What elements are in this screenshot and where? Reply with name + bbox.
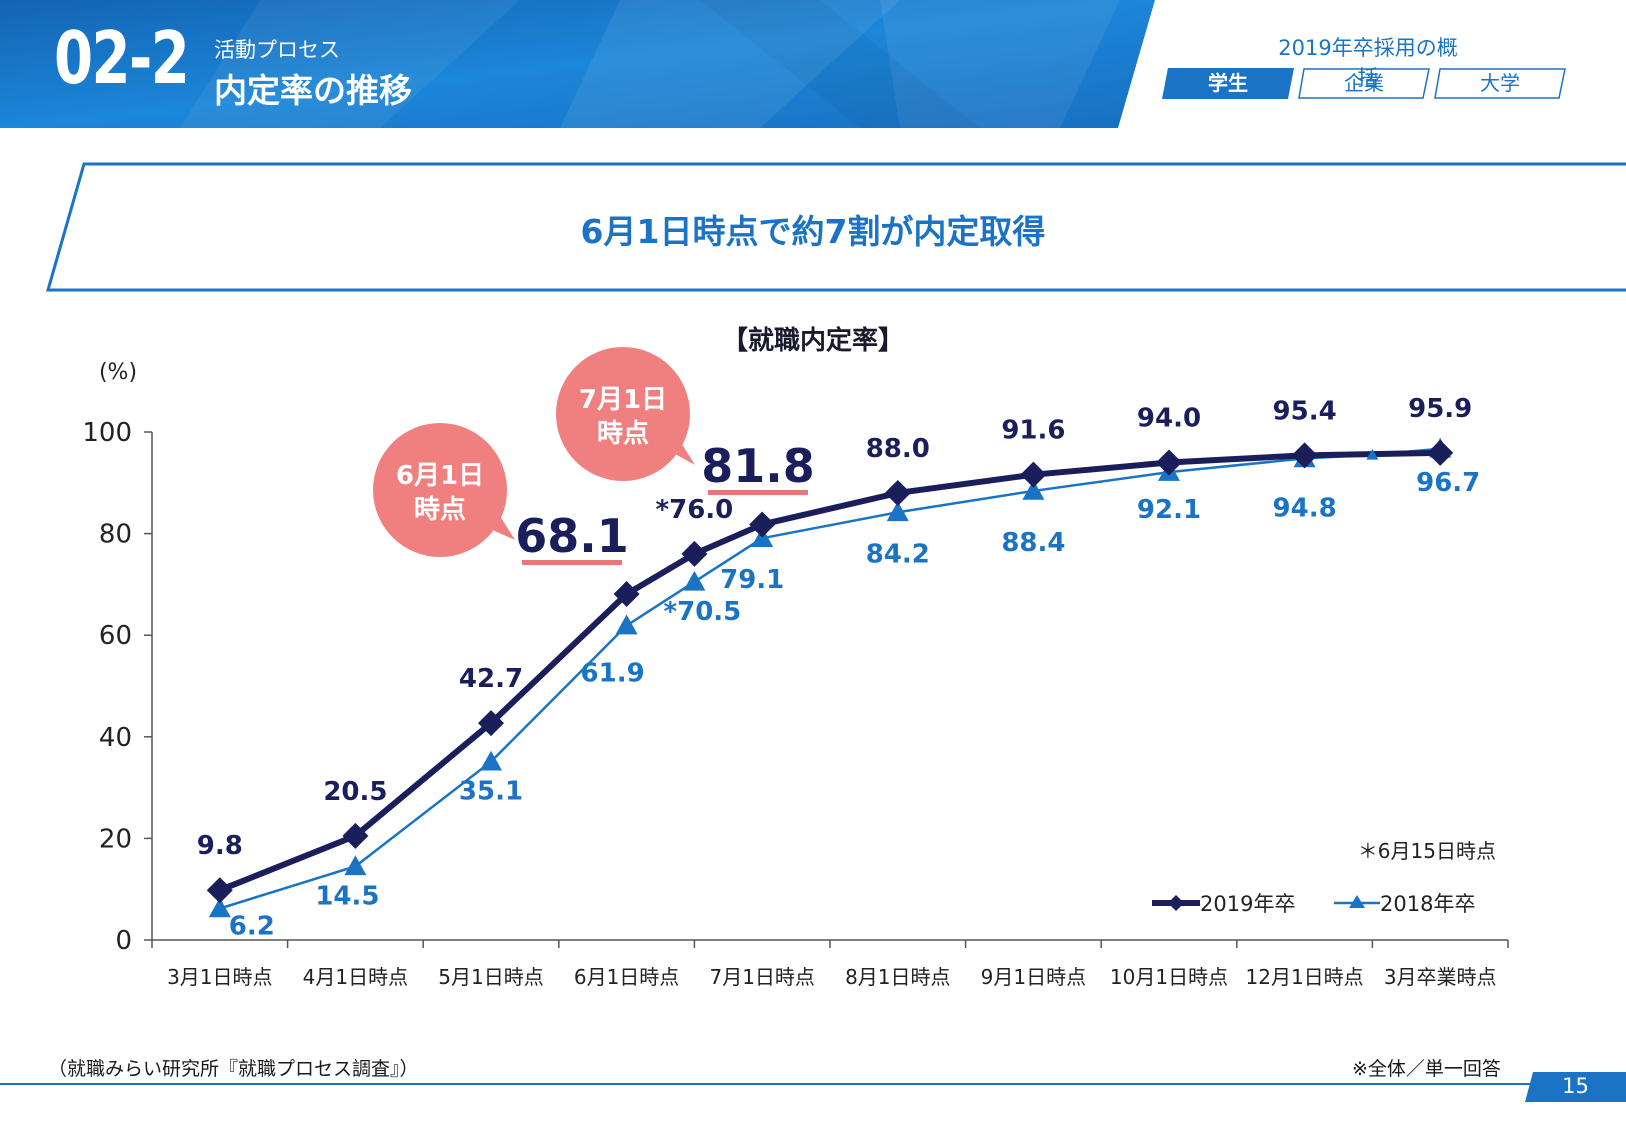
tab-students[interactable]: 学生: [1162, 68, 1294, 99]
overview-label: 2019年卒採用の概括: [1278, 36, 1458, 90]
headline-banner: [46, 162, 1626, 292]
marker-2019: [1156, 449, 1182, 476]
tab-companies-label: 企業: [1344, 71, 1384, 95]
data-label-2018: 14.5: [315, 881, 379, 911]
marker-2019: [1020, 461, 1047, 488]
headline-text: 6月1日時点で約7割が内定取得: [580, 212, 1046, 251]
marker-2018: [683, 570, 706, 591]
data-label-2018: 92.1: [1137, 495, 1201, 525]
data-label-2019: 9.8: [197, 831, 243, 861]
footer-divider: [0, 1083, 1530, 1085]
x-tick-label: 3月卒業時点: [1384, 965, 1497, 989]
data-label-2019: 88.0: [866, 434, 930, 464]
marker-2019: [206, 877, 233, 904]
chart-title: 【就職内定率】: [721, 326, 904, 356]
callout-line1: 7月1日: [579, 385, 667, 415]
data-label-2018: 96.7: [1416, 468, 1480, 498]
marker-2018: [208, 897, 231, 918]
y-tick-label: 80: [99, 520, 132, 550]
callout-underline: [522, 560, 622, 565]
y-tick-label: 100: [82, 418, 132, 448]
legend-marker-2018: [1349, 895, 1365, 908]
marker-2019: [613, 581, 640, 608]
callout-line2: 時点: [414, 494, 466, 525]
legend-label-2018: 2018年卒: [1380, 892, 1475, 916]
marker-2019: [749, 511, 776, 538]
data-label-2018: 88.4: [1001, 528, 1065, 558]
data-label-2018: 94.8: [1273, 493, 1337, 523]
header-band: [0, 0, 1155, 128]
footer-source: （就職みらい研究所『就職プロセス調査』）: [48, 1058, 419, 1080]
callout-tail: [650, 425, 695, 465]
marker-2018: [886, 501, 909, 522]
marker-2018: [344, 855, 367, 876]
data-label-2018: 6.2: [229, 912, 275, 942]
callout-highlight-value: 68.1: [515, 509, 629, 563]
marker-2019: [342, 822, 369, 849]
tab-companies[interactable]: 企業: [1298, 68, 1430, 99]
tab-students-label: 学生: [1208, 71, 1248, 95]
callout-underline: [708, 490, 808, 495]
data-label-2019: 94.0: [1137, 403, 1201, 433]
legend-marker-2019: [1168, 895, 1184, 911]
x-tick-label: 4月1日時点: [303, 965, 408, 989]
data-label-2019: 95.4: [1273, 396, 1337, 426]
marker-2019: [681, 540, 708, 567]
callout-bubble: [373, 423, 507, 557]
y-tick-label: 20: [99, 824, 132, 854]
marker-2018: [1366, 448, 1379, 460]
x-tick-label: 3月1日時点: [167, 965, 272, 989]
marker-2019: [1427, 439, 1454, 466]
data-label-2019: 91.6: [1001, 416, 1065, 446]
data-label-2019: *76.0: [656, 495, 734, 525]
y-tick-label: 0: [115, 926, 132, 956]
x-tick-label: 9月1日時点: [981, 965, 1086, 989]
tab-universities[interactable]: 大学: [1434, 68, 1566, 99]
x-tick-label: 5月1日時点: [438, 965, 543, 989]
x-tick-label: 8月1日時点: [845, 965, 950, 989]
page-number: 15: [1562, 1074, 1589, 1098]
x-tick-label: 6月1日時点: [574, 965, 679, 989]
data-label-2018: 84.2: [866, 539, 930, 569]
callout-line1: 6月1日: [396, 461, 484, 491]
y-tick-label: 40: [99, 723, 132, 753]
data-label-2018: 79.1: [720, 565, 784, 595]
data-label-2019: 20.5: [323, 777, 387, 807]
data-label-2018: 61.9: [581, 659, 645, 689]
x-tick-label: 7月1日時点: [709, 965, 814, 989]
callout-highlight-value: 81.8: [701, 439, 815, 493]
data-label-2018: 35.1: [459, 777, 523, 807]
legend-label-2019: 2019年卒: [1200, 892, 1295, 916]
x-tick-label: 12月1日時点: [1246, 965, 1364, 989]
data-label-2018: *70.5: [664, 597, 742, 627]
tab-universities-label: 大学: [1480, 71, 1520, 95]
footer-note: ※全体／単一回答: [1352, 1058, 1501, 1080]
callout-bubble: [556, 347, 690, 481]
callout-tail: [470, 500, 515, 540]
marker-2018: [1022, 479, 1045, 500]
y-axis-label: (%): [99, 360, 137, 385]
callout-line2: 時点: [597, 418, 649, 449]
marker-2019: [478, 710, 504, 737]
data-label-2019: 95.9: [1408, 394, 1472, 424]
marker-2019: [1291, 442, 1318, 469]
x-tick-label: 10月1日時点: [1110, 965, 1228, 989]
chart-footnote: ＊6月15日時点: [1358, 839, 1496, 863]
y-tick-label: 60: [99, 621, 132, 651]
marker-2019: [884, 479, 911, 506]
section-subtitle: 活動プロセス: [214, 38, 340, 62]
section-title: 内定率の推移: [214, 71, 412, 110]
marker-2018: [615, 614, 638, 635]
marker-2018: [480, 750, 502, 771]
section-number: 02-2: [54, 16, 190, 100]
data-label-2019: 42.7: [459, 664, 523, 694]
page-number-box: [1525, 1072, 1626, 1102]
